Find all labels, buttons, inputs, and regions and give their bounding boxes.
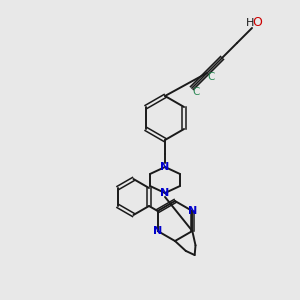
Text: H: H: [246, 18, 254, 28]
Text: N: N: [160, 188, 169, 198]
Text: N: N: [188, 206, 197, 216]
Text: C: C: [192, 87, 200, 97]
Text: C: C: [207, 72, 215, 82]
Text: O: O: [252, 16, 262, 29]
Text: N: N: [153, 226, 162, 236]
Text: N: N: [160, 162, 169, 172]
